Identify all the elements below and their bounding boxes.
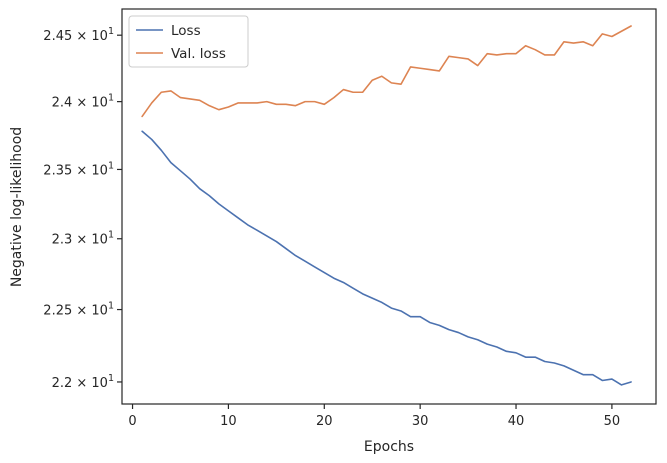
x-tick-label: 40 <box>508 414 525 429</box>
y-tick-label: 2.2 × 101 <box>52 373 114 391</box>
series-line-loss <box>141 130 632 386</box>
y-tick-base: × 10 <box>72 233 108 248</box>
y-tick-label: 2.35 × 101 <box>43 160 114 178</box>
y-tick-exponent: 1 <box>108 93 114 104</box>
x-axis-label: Epochs <box>364 439 414 455</box>
x-tick-label: 0 <box>128 414 136 429</box>
y-tick-exponent: 1 <box>108 26 114 37</box>
y-tick-mantissa: 2.3 <box>52 233 73 248</box>
y-tick-label: 2.45 × 101 <box>43 26 114 44</box>
y-tick-exponent: 1 <box>108 230 114 241</box>
x-axis-ticks: 0 10 20 30 40 50 <box>128 404 620 429</box>
y-tick-label: 2.3 × 101 <box>52 230 114 248</box>
legend-box <box>128 15 249 68</box>
y-tick-mantissa: 2.35 <box>43 163 72 178</box>
x-tick-label: 30 <box>412 414 429 429</box>
y-tick-base: × 10 <box>72 163 108 178</box>
legend-label-val-loss: Val. loss <box>171 46 226 62</box>
y-tick-exponent: 1 <box>108 160 114 171</box>
series-layer <box>141 25 632 386</box>
series-line-val-loss <box>141 25 632 118</box>
y-tick-label: 2.25 × 101 <box>43 301 114 319</box>
y-tick-base: × 10 <box>72 376 108 391</box>
x-tick-label: 20 <box>316 414 333 429</box>
legend-label-loss: Loss <box>171 23 201 39</box>
x-tick-label: 50 <box>604 414 621 429</box>
plot-frame <box>121 8 657 405</box>
legend: Loss Val. loss <box>128 15 249 68</box>
x-tick-label: 10 <box>220 414 237 429</box>
y-tick-mantissa: 2.25 <box>43 304 72 319</box>
y-tick-exponent: 1 <box>108 373 114 384</box>
y-tick-label: 2.4 × 101 <box>52 93 114 111</box>
y-axis-label: Negative log-likelihood <box>9 127 25 287</box>
y-tick-exponent: 1 <box>108 301 114 312</box>
y-tick-mantissa: 2.45 <box>43 29 72 44</box>
y-tick-mantissa: 2.2 <box>52 376 73 391</box>
y-tick-base: × 10 <box>72 29 108 44</box>
y-tick-base: × 10 <box>72 304 108 319</box>
y-tick-base: × 10 <box>72 96 108 111</box>
y-tick-mantissa: 2.4 <box>52 96 73 111</box>
